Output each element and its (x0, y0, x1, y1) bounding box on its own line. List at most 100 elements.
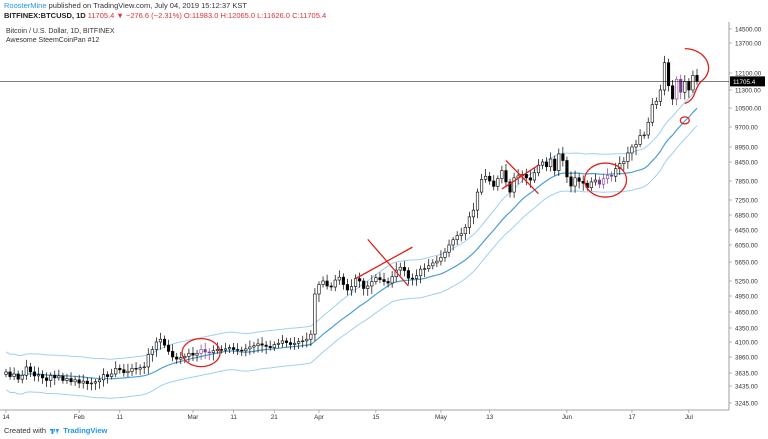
y-tick-label: 4650.00 (735, 310, 758, 317)
candle-body (110, 373, 114, 377)
candle-body (114, 368, 118, 375)
y-tick-label: 6050.00 (735, 243, 758, 250)
candle-body (146, 354, 150, 368)
annotation-bracket-july (684, 47, 710, 105)
ohlc-values: O:11983.0 H:12065.0 L:11626.0 C:11705.4 (183, 11, 327, 20)
candle-body (215, 349, 219, 352)
candle-body (345, 284, 349, 291)
candle-body (573, 177, 577, 187)
x-tick-label: 11 (230, 414, 237, 421)
y-tick-label: 6850.00 (735, 213, 758, 220)
candle-body (504, 170, 508, 183)
candle-body (69, 378, 73, 383)
annotation-small-circle (679, 116, 690, 125)
candle-body (386, 281, 390, 284)
candle-body (467, 216, 471, 228)
y-tick-label: 3435.00 (735, 384, 758, 391)
candle-body (532, 172, 536, 181)
candle-body (272, 344, 276, 348)
candle-body (390, 276, 394, 284)
candle-body (101, 374, 106, 381)
candle-body (508, 181, 512, 193)
candle-body (106, 374, 110, 377)
chart-title: Bitcoin / U.S. Dollar, 1D, BITFINEX (6, 28, 115, 35)
y-tick-label: 7250.00 (735, 198, 758, 205)
candle-body (695, 75, 699, 82)
candle-body (455, 235, 459, 241)
candle-body (240, 349, 244, 352)
candle-body (431, 262, 435, 267)
candle-body (32, 371, 37, 377)
x-tick-label: Jun (562, 414, 573, 421)
candle-body (260, 343, 264, 346)
candle-body (366, 285, 370, 289)
candle-body (12, 373, 16, 377)
change-down-icon: ▼ (116, 11, 124, 20)
candle-body (195, 352, 199, 356)
price-change: −276.6 (−2.31%) (125, 11, 182, 20)
y-tick-label: 4100.00 (735, 340, 758, 347)
y-tick-label: 11300.00 (735, 88, 761, 95)
candle-body (589, 181, 593, 188)
candle-body (321, 280, 325, 285)
candle-body (642, 134, 646, 137)
candle-body (223, 348, 228, 351)
candle-body (85, 380, 89, 385)
symbol-label: BITFINEX:BTCUSD, 1D (4, 11, 86, 20)
candle-body (16, 373, 20, 380)
y-tick-label: 5250.00 (735, 279, 758, 286)
candle-body (329, 285, 333, 288)
y-tick-label: 10500.00 (735, 106, 762, 113)
created-with-text: Created with (4, 426, 47, 435)
candle-body (488, 175, 492, 182)
candle-body (142, 366, 146, 369)
annotation-cross-april (355, 238, 413, 287)
x-tick-label: 17 (628, 414, 636, 421)
candle-body (118, 368, 122, 371)
candle-body (553, 158, 557, 171)
candle-body (561, 153, 565, 161)
candle-body (203, 349, 207, 353)
candle-body (8, 371, 12, 377)
candle-body (73, 379, 77, 383)
candle-body (97, 379, 102, 383)
candle-body (301, 340, 305, 342)
x-tick-label: Mar (188, 414, 199, 421)
y-tick-label: 3245.00 (735, 401, 758, 408)
candle-body (191, 352, 195, 356)
candle-body (358, 278, 362, 282)
candle-body (382, 279, 386, 282)
candle-body (536, 164, 541, 174)
candle-body (512, 177, 516, 193)
candle-body (500, 170, 504, 179)
candle-body (577, 177, 581, 182)
candle-body (475, 191, 480, 211)
candle-body (362, 280, 366, 289)
candle-body (410, 277, 415, 280)
annotation-circle-march (181, 337, 221, 368)
publish-info: RoosterMine published on TradingView.com… (4, 1, 247, 10)
y-tick-label: 9700.00 (735, 125, 758, 132)
author-link[interactable]: RoosterMine (4, 1, 47, 10)
candle-body (597, 179, 602, 185)
candle-body (406, 270, 410, 279)
candle-body (264, 344, 268, 347)
candle-body (297, 341, 301, 344)
candle-body (309, 333, 313, 340)
candle-body (349, 286, 354, 291)
tradingview-brand[interactable]: TradingView (63, 426, 108, 435)
candle-body (276, 342, 280, 345)
candle-body (256, 343, 260, 347)
x-tick-label: 15 (372, 414, 380, 421)
candle-body (540, 161, 545, 166)
candle-body (130, 368, 134, 372)
candle-body (248, 346, 252, 350)
y-tick-label: 14500.00 (735, 27, 762, 34)
candle-body (398, 266, 402, 271)
candle-body (4, 371, 8, 375)
candle-body (126, 370, 130, 373)
candle-body (646, 121, 650, 136)
candle-body (638, 135, 642, 145)
candle-body (36, 374, 41, 377)
